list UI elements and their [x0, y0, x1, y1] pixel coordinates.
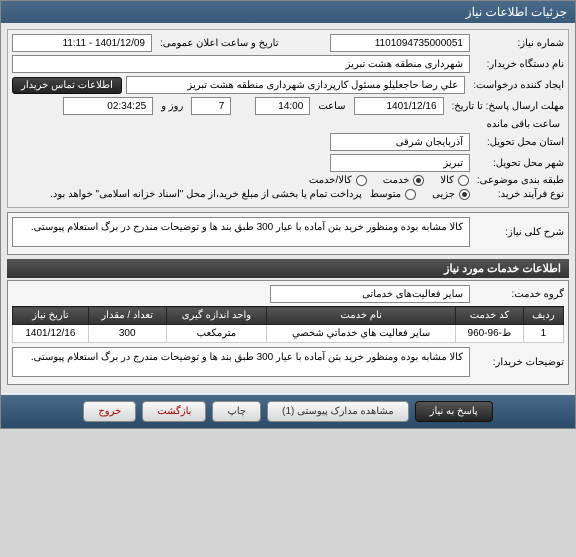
desc-label: شرح کلی نیاز: [474, 227, 564, 238]
info-section: شماره نیاز: 1101094735000051 تاریخ و ساع… [7, 29, 569, 208]
content-area: شماره نیاز: 1101094735000051 تاریخ و ساع… [1, 23, 575, 395]
print-button[interactable]: چاپ [212, 401, 261, 422]
radio-kala[interactable]: کالا [440, 175, 469, 186]
footer-toolbar: پاسخ به نیاز مشاهده مدارک پیوستی (1) چاپ… [1, 395, 575, 428]
td-idx: 1 [523, 325, 563, 343]
radio-jozei-circle [459, 189, 470, 200]
requester-label: ایجاد کننده درخواست: [469, 80, 564, 91]
desc-text: کالا مشابه بوده ومنظور خرید بتن آماده با… [12, 217, 470, 247]
th-name: نام خدمت [267, 307, 456, 325]
th-unit: واحد اندازه گیری [166, 307, 267, 325]
window-title-bar: جزئیات اطلاعات نیاز [1, 1, 575, 23]
td-code: ط-96-960 [456, 325, 524, 343]
requester-value: علي رضا حاجعليلو مسئول کارپردازی شهرداری… [126, 76, 465, 94]
subject-type-radios: کالا خدمت کالا/خدمت [309, 175, 469, 186]
subject-type-label: طبقه بندی موضوعی: [473, 175, 564, 186]
desc-box: شرح کلی نیاز: کالا مشابه بوده ومنظور خری… [7, 212, 569, 255]
td-name: ساير فعاليت هاي خدماتي شخصي [267, 325, 456, 343]
payment-note: پرداخت تمام یا بخشی از مبلغ خرید،از محل … [12, 189, 366, 200]
deadline-time-value: 14:00 [255, 97, 310, 115]
contact-info-button[interactable]: اطلاعات تماس خریدار [12, 77, 122, 94]
buy-process-radios: جزیی متوسط [370, 189, 470, 200]
th-row: ردیف [523, 307, 563, 325]
td-unit: مترمکعب [166, 325, 267, 343]
radio-kalakhedmat-circle [356, 175, 367, 186]
need-number-label: شماره نیاز: [474, 38, 564, 49]
radio-motevaset-circle [405, 189, 416, 200]
buyer-label: نام دستگاه خریدار: [474, 59, 564, 70]
td-qty: 300 [88, 325, 166, 343]
deadline-date-value: 1401/12/16 [354, 97, 444, 115]
window-title: جزئیات اطلاعات نیاز [466, 5, 567, 19]
remaining-time-value: 02:34:25 [63, 97, 153, 115]
radio-kalakhedmat-label: کالا/خدمت [309, 175, 352, 186]
city-label: شهر محل تحویل: [474, 158, 564, 169]
service-group-label: گروه خدمت: [474, 289, 564, 300]
radio-kalakhedmat[interactable]: کالا/خدمت [309, 175, 367, 186]
radio-motevaset[interactable]: متوسط [370, 189, 416, 200]
public-announce-label: تاریخ و ساعت اعلان عمومی: [156, 38, 326, 49]
attachments-button[interactable]: مشاهده مدارک پیوستی (1) [267, 401, 409, 422]
remaining-label: ساعت باقی مانده [483, 119, 564, 130]
radio-jozei[interactable]: جزیی [432, 189, 470, 200]
services-box: گروه خدمت: سایر فعالیت‌های خدماتی ردیف ک… [7, 280, 569, 385]
respond-button[interactable]: پاسخ به نیاز [415, 401, 493, 422]
td-date: 1401/12/16 [13, 325, 89, 343]
public-announce-value: 1401/12/09 - 11:11 [12, 34, 152, 52]
day-count-value: 7 [191, 97, 231, 115]
need-number-value: 1101094735000051 [330, 34, 470, 52]
province-value: آذربایجان شرقی [330, 133, 470, 151]
radio-kala-label: کالا [440, 175, 454, 186]
radio-kala-circle [458, 175, 469, 186]
buyer-notes-label: توضیحات خریدار: [474, 357, 564, 368]
main-window: جزئیات اطلاعات نیاز شماره نیاز: 11010947… [0, 0, 576, 429]
radio-khedmat-label: خدمت [383, 175, 410, 186]
province-label: استان محل تحویل: [474, 137, 564, 148]
buy-process-label: نوع فرآیند خرید: [474, 189, 564, 200]
services-section-header: اطلاعات خدمات مورد نیاز [7, 259, 569, 278]
radio-khedmat-circle [413, 175, 424, 186]
buyer-value: شهرداری منطقه هشت تبریز [12, 55, 470, 73]
radio-motevaset-label: متوسط [370, 189, 401, 200]
city-value: تبریز [330, 154, 470, 172]
services-table: ردیف کد خدمت نام خدمت واحد اندازه گیری ت… [12, 306, 564, 343]
service-group-value: سایر فعالیت‌های خدماتی [270, 285, 470, 303]
saat-label-1: ساعت [314, 101, 349, 112]
table-row[interactable]: 1 ط-96-960 ساير فعاليت هاي خدماتي شخصي م… [13, 325, 564, 343]
th-qty: تعداد / مقدار [88, 307, 166, 325]
exit-button[interactable]: خروج [83, 401, 136, 422]
table-header-row: ردیف کد خدمت نام خدمت واحد اندازه گیری ت… [13, 307, 564, 325]
th-code: کد خدمت [456, 307, 524, 325]
buyer-notes-text: کالا مشابه بوده ومنظور خرید بتن آماده با… [12, 347, 470, 377]
th-date: تاریخ نیاز [13, 307, 89, 325]
radio-khedmat[interactable]: خدمت [383, 175, 425, 186]
back-button[interactable]: بازگشت [142, 401, 206, 422]
radio-jozei-label: جزیی [432, 189, 455, 200]
deadline-label: مهلت ارسال پاسخ: تا تاریخ: [448, 101, 564, 112]
rooz-label: روز و [157, 101, 187, 112]
